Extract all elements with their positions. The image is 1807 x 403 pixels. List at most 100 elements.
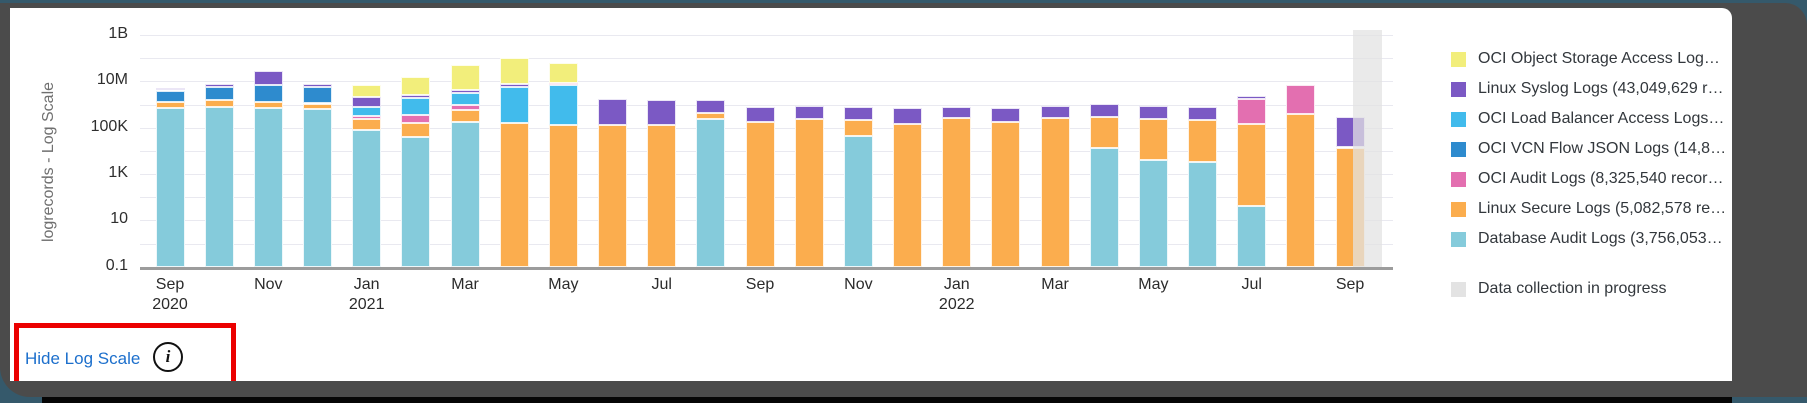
x-tick-label: May bbox=[1138, 276, 1169, 293]
bar-segment-syslog[interactable] bbox=[991, 107, 1021, 122]
bar-segment-syslog[interactable] bbox=[1040, 105, 1070, 119]
bar-segment-secure[interactable] bbox=[499, 123, 529, 267]
bar-segment-vcn[interactable] bbox=[155, 90, 185, 102]
bar-segment-syslog[interactable] bbox=[303, 83, 332, 87]
bar-segment-db[interactable] bbox=[1188, 161, 1218, 267]
bar-segment-objstore[interactable] bbox=[450, 65, 480, 90]
bar-segment-secure[interactable] bbox=[155, 101, 185, 108]
bar-segment-syslog[interactable] bbox=[794, 105, 824, 120]
bar-segment-syslog[interactable] bbox=[598, 99, 627, 126]
bar-segment-syslog[interactable] bbox=[893, 108, 923, 125]
bar-segment-audit[interactable] bbox=[401, 115, 431, 123]
bar-segment-secure[interactable] bbox=[696, 113, 726, 120]
bar-segment-secure[interactable] bbox=[204, 100, 234, 107]
bar-segment-secure[interactable] bbox=[647, 125, 677, 267]
gridline bbox=[140, 58, 1393, 60]
bar-segment-secure[interactable] bbox=[598, 125, 627, 267]
bar-segment-syslog[interactable] bbox=[647, 100, 677, 125]
bar-segment-syslog[interactable] bbox=[253, 70, 283, 85]
bar-segment-db[interactable] bbox=[450, 122, 480, 267]
bar-segment-audit[interactable] bbox=[1286, 84, 1316, 114]
bar-segment-syslog[interactable] bbox=[942, 107, 972, 119]
bar-segment-secure[interactable] bbox=[352, 118, 382, 130]
bar-segment-audit[interactable] bbox=[548, 83, 578, 85]
bar-segment-syslog[interactable] bbox=[401, 94, 431, 99]
bar-segment-objstore[interactable] bbox=[499, 58, 529, 84]
bar-segment-syslog[interactable] bbox=[204, 83, 234, 88]
bar-segment-secure[interactable] bbox=[843, 119, 873, 136]
x-tick-label: Jul bbox=[1241, 276, 1262, 293]
bar-segment-secure[interactable] bbox=[401, 123, 431, 137]
bar-segment-audit[interactable] bbox=[1237, 99, 1267, 125]
x-tick-label: Mar bbox=[451, 276, 479, 293]
bar-segment-lb[interactable] bbox=[401, 98, 431, 116]
x-tick-label: Jan 2021 bbox=[348, 276, 385, 313]
bar-segment-secure[interactable] bbox=[745, 121, 775, 267]
bar-segment-objstore[interactable] bbox=[401, 76, 431, 95]
bar-segment-syslog[interactable] bbox=[1089, 104, 1119, 117]
bar-segment-secure[interactable] bbox=[303, 103, 332, 110]
bar-segment-syslog[interactable] bbox=[155, 87, 185, 91]
legend-item-vcn[interactable]: OCI VCN Flow JSON Logs (14,8… bbox=[1451, 139, 1732, 161]
bar-segment-db[interactable] bbox=[204, 106, 234, 267]
gridline bbox=[140, 81, 1393, 83]
bar-segment-secure[interactable] bbox=[893, 124, 923, 267]
bar-segment-secure[interactable] bbox=[991, 121, 1021, 267]
bar-segment-objstore[interactable] bbox=[548, 63, 578, 83]
bar-segment-objstore[interactable] bbox=[352, 85, 382, 97]
bar-segment-secure[interactable] bbox=[1286, 114, 1316, 267]
bar-segment-syslog[interactable] bbox=[450, 89, 480, 94]
bar-segment-vcn[interactable] bbox=[253, 84, 283, 103]
bar-segment-db[interactable] bbox=[303, 109, 332, 267]
legend-swatch-icon bbox=[1451, 282, 1466, 297]
bar-segment-secure[interactable] bbox=[942, 118, 972, 267]
bar-segment-lb[interactable] bbox=[548, 84, 578, 125]
x-tick-label: Jul bbox=[651, 276, 672, 293]
bar-segment-secure[interactable] bbox=[1040, 118, 1070, 267]
legend-item-audit[interactable]: OCI Audit Logs (8,325,540 recor… bbox=[1451, 169, 1732, 191]
bar-segment-vcn[interactable] bbox=[204, 87, 234, 101]
bar-segment-db[interactable] bbox=[401, 136, 431, 267]
bar-segment-syslog[interactable] bbox=[1237, 96, 1267, 100]
bar-segment-db[interactable] bbox=[1237, 205, 1267, 267]
info-icon[interactable]: i bbox=[153, 342, 183, 372]
bar-segment-secure[interactable] bbox=[253, 102, 283, 108]
bar-segment-lb[interactable] bbox=[499, 86, 529, 123]
bar-segment-secure[interactable] bbox=[1188, 119, 1218, 162]
bar-segment-db[interactable] bbox=[352, 129, 382, 267]
bar-segment-syslog[interactable] bbox=[745, 107, 775, 122]
bar-segment-lb[interactable] bbox=[450, 93, 480, 105]
bar-segment-db[interactable] bbox=[1138, 160, 1168, 267]
bar-segment-secure[interactable] bbox=[1089, 117, 1119, 148]
bar-segment-secure[interactable] bbox=[794, 119, 824, 267]
legend-item-data-collection[interactable]: Data collection in progress bbox=[1451, 279, 1732, 301]
bar-segment-syslog[interactable] bbox=[1188, 107, 1218, 120]
y-tick-label: 1K bbox=[108, 164, 128, 181]
legend-item-db[interactable]: Database Audit Logs (3,756,053… bbox=[1451, 229, 1732, 251]
bar-segment-secure[interactable] bbox=[1138, 118, 1168, 161]
bar-segment-syslog[interactable] bbox=[1138, 105, 1168, 119]
bar-segment-db[interactable] bbox=[155, 107, 185, 267]
bar-segment-audit[interactable] bbox=[352, 116, 382, 119]
bar-segment-syslog[interactable] bbox=[843, 106, 873, 120]
x-tick-label: Sep bbox=[745, 276, 775, 293]
bar-segment-secure[interactable] bbox=[548, 125, 578, 267]
x-tick-label: Sep bbox=[1335, 276, 1365, 293]
hide-log-scale-link[interactable]: Hide Log Scale bbox=[25, 349, 141, 368]
legend-item-lb[interactable]: OCI Load Balancer Access Logs… bbox=[1451, 109, 1732, 131]
bar-segment-secure[interactable] bbox=[1237, 124, 1267, 206]
bar-segment-db[interactable] bbox=[253, 107, 283, 267]
legend-item-objstore[interactable]: OCI Object Storage Access Log… bbox=[1451, 49, 1732, 71]
bar-segment-vcn[interactable] bbox=[303, 86, 332, 104]
bar-segment-db[interactable] bbox=[696, 119, 726, 267]
bar-segment-lb[interactable] bbox=[352, 107, 382, 116]
bar-segment-syslog[interactable] bbox=[696, 100, 726, 114]
bar-segment-db[interactable] bbox=[843, 135, 873, 267]
legend-item-secure[interactable]: Linux Secure Logs (5,082,578 re… bbox=[1451, 199, 1732, 221]
legend-item-syslog[interactable]: Linux Syslog Logs (43,049,629 r… bbox=[1451, 79, 1732, 101]
bar-segment-syslog[interactable] bbox=[499, 83, 529, 87]
bar-segment-secure[interactable] bbox=[450, 109, 480, 123]
bar-segment-audit[interactable] bbox=[450, 104, 480, 110]
bar-segment-syslog[interactable] bbox=[352, 96, 382, 108]
bar-segment-db[interactable] bbox=[1089, 147, 1119, 267]
